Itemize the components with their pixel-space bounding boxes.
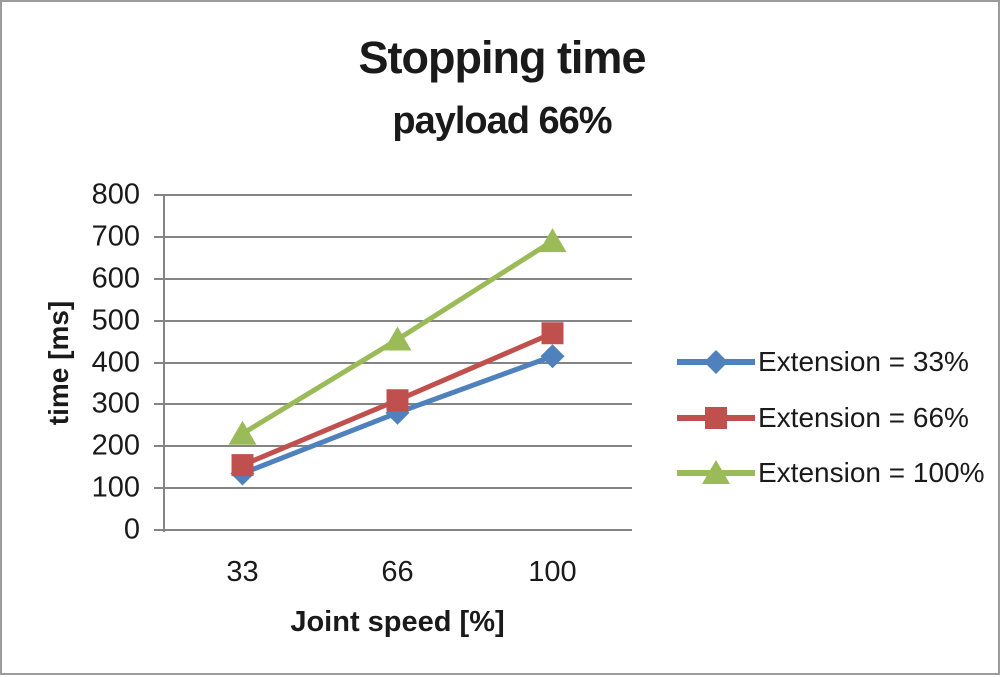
triangle-legend-swatch-icon (677, 460, 755, 484)
triangle-marker-series-2-point-0 (228, 420, 257, 445)
triangle-marker-series-2-point-1 (383, 326, 412, 351)
legend-item-2: Extension = 100% (677, 453, 985, 493)
legend-item-1: Extension = 66% (677, 398, 969, 438)
chart-title: Stopping time (358, 32, 647, 83)
chart-subtitle: payload 66% (392, 100, 612, 142)
diamond-marker-series-0-point-2 (540, 344, 565, 369)
gridline-100 (154, 487, 632, 490)
y-axis-line (163, 195, 165, 532)
square-marker-series-1-point-2 (541, 322, 564, 345)
y-tick-label-800: 800 (91, 178, 140, 211)
diamond-legend-swatch-icon (677, 350, 755, 374)
diamond-marker-series-0-point-0 (230, 461, 255, 486)
y-tick-label-300: 300 (91, 387, 140, 420)
legend-label-0: Extension = 33% (758, 346, 969, 377)
square-legend-swatch-icon (677, 406, 755, 429)
y-tick-label-600: 600 (91, 262, 140, 295)
y-tick-label-0: 0 (123, 513, 140, 546)
y-tick-label-500: 500 (91, 304, 140, 337)
square-marker-series-1-point-0 (231, 454, 254, 477)
x-axis-title: Joint speed [%] (290, 606, 505, 638)
y-tick-label-700: 700 (91, 220, 140, 253)
gridline-400 (154, 361, 632, 364)
y-tick-label-400: 400 (91, 346, 140, 378)
y-tick-label-100: 100 (91, 471, 140, 504)
gridline-500 (154, 319, 632, 322)
gridline-200 (154, 445, 632, 448)
legend-label-2: Extension = 100% (758, 457, 985, 488)
square-marker-series-1-point-1 (386, 389, 409, 412)
x-tick-label-33: 33 (226, 556, 259, 588)
gridline-600 (154, 277, 632, 280)
gridline-800 (154, 194, 632, 196)
gridline-700 (154, 235, 632, 238)
legend-label-1: Extension = 66% (758, 401, 969, 433)
triangle-marker-series-2-point-2 (538, 228, 567, 253)
gridline-0 (154, 529, 632, 531)
series-line-0 (241, 353, 554, 476)
x-tick-label-66: 66 (381, 556, 414, 588)
y-tick-label-200: 200 (91, 429, 140, 462)
x-tick-label-100: 100 (528, 556, 577, 588)
legend-item-0: Extension = 33% (677, 342, 969, 382)
gridline-300 (154, 403, 632, 406)
